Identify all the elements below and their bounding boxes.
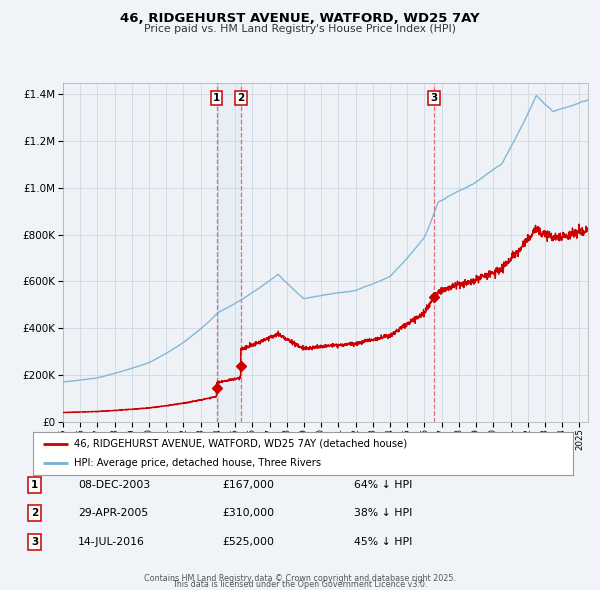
Text: 3: 3 — [430, 93, 437, 103]
Text: Price paid vs. HM Land Registry's House Price Index (HPI): Price paid vs. HM Land Registry's House … — [144, 24, 456, 34]
Text: 29-APR-2005: 29-APR-2005 — [78, 509, 148, 518]
Text: £525,000: £525,000 — [222, 537, 274, 546]
Text: 64% ↓ HPI: 64% ↓ HPI — [354, 480, 412, 490]
Text: HPI: Average price, detached house, Three Rivers: HPI: Average price, detached house, Thre… — [74, 458, 320, 468]
Text: 38% ↓ HPI: 38% ↓ HPI — [354, 509, 412, 518]
Text: 2: 2 — [237, 93, 244, 103]
Text: 1: 1 — [31, 480, 38, 490]
Text: This data is licensed under the Open Government Licence v3.0.: This data is licensed under the Open Gov… — [172, 581, 428, 589]
Text: 3: 3 — [31, 537, 38, 546]
Text: 14-JUL-2016: 14-JUL-2016 — [78, 537, 145, 546]
Text: 08-DEC-2003: 08-DEC-2003 — [78, 480, 150, 490]
Bar — [217, 83, 241, 422]
Text: £167,000: £167,000 — [222, 480, 274, 490]
Text: 2: 2 — [31, 509, 38, 518]
Text: 46, RIDGEHURST AVENUE, WATFORD, WD25 7AY (detached house): 46, RIDGEHURST AVENUE, WATFORD, WD25 7AY… — [74, 439, 407, 449]
Text: 1: 1 — [213, 93, 220, 103]
Text: £310,000: £310,000 — [222, 509, 274, 518]
Text: Contains HM Land Registry data © Crown copyright and database right 2025.: Contains HM Land Registry data © Crown c… — [144, 574, 456, 583]
Text: 46, RIDGEHURST AVENUE, WATFORD, WD25 7AY: 46, RIDGEHURST AVENUE, WATFORD, WD25 7AY — [120, 12, 480, 25]
Text: 45% ↓ HPI: 45% ↓ HPI — [354, 537, 412, 546]
